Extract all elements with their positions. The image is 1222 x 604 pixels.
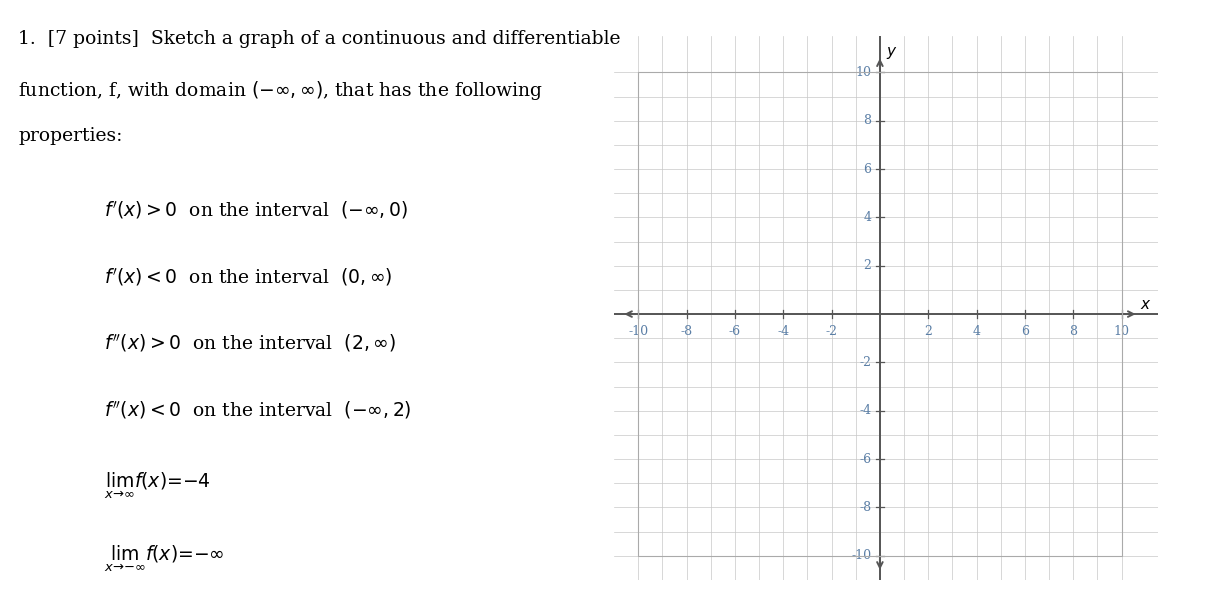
Text: $f'(x)>0$  on the interval  $(-\infty, 0)$: $f'(x)>0$ on the interval $(-\infty, 0)$ [104,199,408,221]
Text: -6: -6 [859,452,871,466]
Text: $x$: $x$ [1140,298,1151,312]
Text: -10: -10 [628,325,649,338]
Text: -4: -4 [777,325,789,338]
Text: $f''(x)<0$  on the interval  $(-\infty, 2)$: $f''(x)<0$ on the interval $(-\infty, 2)… [104,399,412,420]
Text: -2: -2 [826,325,837,338]
Text: 6: 6 [1020,325,1029,338]
Text: -6: -6 [728,325,741,338]
Text: $y$: $y$ [886,45,897,61]
Text: -8: -8 [681,325,693,338]
Text: -4: -4 [859,404,871,417]
Text: -10: -10 [852,549,871,562]
Text: 2: 2 [864,259,871,272]
Text: 6: 6 [864,162,871,176]
Text: $\lim_{x\to -\infty} f(x) = -\infty$: $\lim_{x\to -\infty} f(x) = -\infty$ [104,544,225,574]
Text: 10: 10 [855,66,871,79]
Text: 10: 10 [1113,325,1129,338]
Text: 4: 4 [973,325,980,338]
Text: -8: -8 [859,501,871,514]
Text: $f''(x)>0$  on the interval  $(2, \infty)$: $f''(x)>0$ on the interval $(2, \infty)$ [104,332,396,354]
Text: -2: -2 [859,356,871,369]
Text: 8: 8 [1069,325,1077,338]
Bar [638,72,1122,556]
Text: properties:: properties: [18,127,122,145]
Text: 1.  [7 points]  Sketch a graph of a continuous and differentiable: 1. [7 points] Sketch a graph of a contin… [18,30,621,48]
Text: function, f, with domain $(-\infty, \infty)$, that has the following: function, f, with domain $(-\infty, \inf… [18,79,544,101]
Text: $\lim_{x\to\infty} f(x) = -4$: $\lim_{x\to\infty} f(x) = -4$ [104,471,210,501]
Text: $f'(x)<0$  on the interval  $(0, \infty)$: $f'(x)<0$ on the interval $(0, \infty)$ [104,266,392,288]
Text: 4: 4 [864,211,871,224]
Text: 8: 8 [864,114,871,127]
Text: 2: 2 [924,325,932,338]
